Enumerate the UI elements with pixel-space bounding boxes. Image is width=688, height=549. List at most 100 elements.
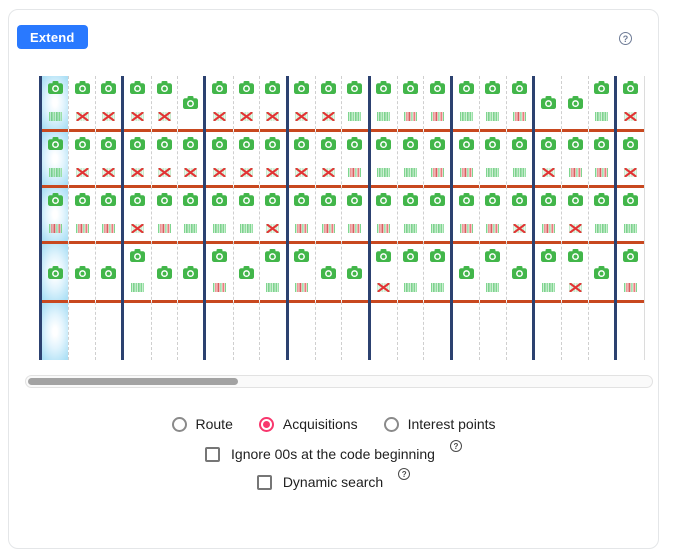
radio-option-interest-points[interactable]: Interest points (383, 416, 496, 432)
grid-cell[interactable] (506, 132, 533, 188)
grid-cell[interactable] (288, 244, 315, 303)
grid-cell[interactable] (288, 76, 315, 132)
grid-cell[interactable] (562, 76, 588, 132)
grid-cell[interactable] (453, 303, 479, 360)
grid-cell[interactable] (260, 132, 286, 188)
grid-cell[interactable] (177, 76, 204, 132)
grid-cell[interactable] (316, 303, 341, 360)
grid-cell[interactable] (206, 244, 233, 303)
grid-cell[interactable] (234, 303, 259, 360)
grid-cell[interactable] (260, 244, 286, 303)
grid-cell[interactable] (535, 76, 562, 132)
grid-cell[interactable] (342, 303, 367, 360)
grid-cell[interactable] (480, 303, 505, 360)
grid-cell[interactable] (315, 132, 342, 188)
grid-cell[interactable] (398, 244, 424, 303)
grid-cell[interactable] (260, 303, 285, 360)
grid-cell[interactable] (233, 188, 260, 244)
grid-cell[interactable] (535, 244, 562, 303)
grid-cell[interactable] (535, 132, 562, 188)
grid-cell[interactable] (371, 303, 397, 360)
grid-cell[interactable] (260, 188, 286, 244)
grid-cell[interactable] (42, 188, 69, 244)
grid-cell[interactable] (315, 76, 342, 132)
help-icon[interactable]: ? (619, 32, 632, 45)
grid-cell[interactable] (151, 76, 177, 132)
grid-cell[interactable] (452, 188, 480, 244)
grid-cell[interactable] (535, 303, 561, 360)
grid-cell[interactable] (233, 244, 260, 303)
grid-cell[interactable] (124, 244, 151, 303)
grid-cell[interactable] (617, 303, 643, 360)
grid-cell[interactable] (124, 132, 151, 188)
grid-cell[interactable] (370, 132, 398, 188)
grid-cell[interactable] (95, 132, 122, 188)
grid-cell[interactable] (588, 76, 615, 132)
grid-cell[interactable] (342, 76, 368, 132)
grid-cell[interactable] (398, 132, 424, 188)
grid-cell[interactable] (507, 303, 532, 360)
grid-cell[interactable] (95, 188, 122, 244)
extend-button[interactable]: Extend (17, 25, 88, 49)
radio-option-route[interactable]: Route (171, 416, 233, 432)
grid-cell[interactable] (42, 303, 69, 360)
grid-cell[interactable] (95, 244, 122, 303)
grid-cell[interactable] (177, 132, 204, 188)
grid-cell[interactable] (424, 76, 450, 132)
grid-cell[interactable] (69, 188, 95, 244)
grid-cell[interactable] (206, 188, 233, 244)
grid-cell[interactable] (177, 244, 204, 303)
grid-cell[interactable] (42, 132, 69, 188)
grid-cell[interactable] (588, 244, 615, 303)
grid-cell[interactable] (124, 188, 151, 244)
checkbox-ignore-00s[interactable]: Ignore 00s at the code beginning ? (205, 440, 462, 462)
grid-cell[interactable] (42, 76, 69, 132)
grid-cell[interactable] (424, 303, 449, 360)
grid-cell[interactable] (562, 303, 587, 360)
grid-cell[interactable] (260, 76, 286, 132)
grid-cell[interactable] (69, 303, 94, 360)
grid-cell[interactable] (206, 303, 232, 360)
grid-cell[interactable] (480, 76, 506, 132)
horizontal-scrollbar-thumb[interactable] (28, 378, 238, 385)
grid-cell[interactable] (124, 303, 150, 360)
help-icon[interactable]: ? (449, 440, 462, 452)
grid-cell[interactable] (95, 76, 122, 132)
grid-cell[interactable] (96, 303, 121, 360)
grid-cell[interactable] (398, 303, 423, 360)
horizontal-scrollbar-track[interactable] (25, 375, 653, 388)
grid-cell[interactable] (506, 76, 533, 132)
grid-cell[interactable] (206, 76, 233, 132)
grid-cell[interactable] (506, 244, 533, 303)
grid-cell[interactable] (424, 132, 450, 188)
grid-cell[interactable] (233, 132, 260, 188)
grid-cell[interactable] (398, 188, 424, 244)
grid-cell[interactable] (177, 188, 204, 244)
grid-cell[interactable] (398, 76, 424, 132)
grid-cell[interactable] (370, 188, 398, 244)
grid-cell[interactable] (424, 188, 450, 244)
grid-cell[interactable] (342, 244, 368, 303)
grid-cell[interactable] (617, 76, 644, 132)
grid-cell[interactable] (69, 244, 95, 303)
grid-cell[interactable] (342, 132, 368, 188)
checkbox-dynamic-search[interactable]: Dynamic search ? (256, 468, 411, 490)
grid-cell[interactable] (370, 76, 398, 132)
grid-cell[interactable] (424, 244, 450, 303)
grid-cell[interactable] (452, 76, 480, 132)
grid-cell[interactable] (233, 76, 260, 132)
grid-cell[interactable] (617, 132, 644, 188)
grid-cell[interactable] (617, 188, 644, 244)
grid-cell[interactable] (206, 132, 233, 188)
grid-cell[interactable] (535, 188, 562, 244)
grid-cell[interactable] (151, 132, 177, 188)
grid-cell[interactable] (289, 303, 315, 360)
grid-cell[interactable] (588, 188, 615, 244)
grid-cell[interactable] (452, 244, 480, 303)
grid-cell[interactable] (562, 188, 588, 244)
grid-cell[interactable] (288, 132, 315, 188)
grid-cell[interactable] (562, 132, 588, 188)
grid-cell[interactable] (589, 303, 614, 360)
grid-cell[interactable] (42, 244, 69, 303)
grid-cell[interactable] (370, 244, 398, 303)
